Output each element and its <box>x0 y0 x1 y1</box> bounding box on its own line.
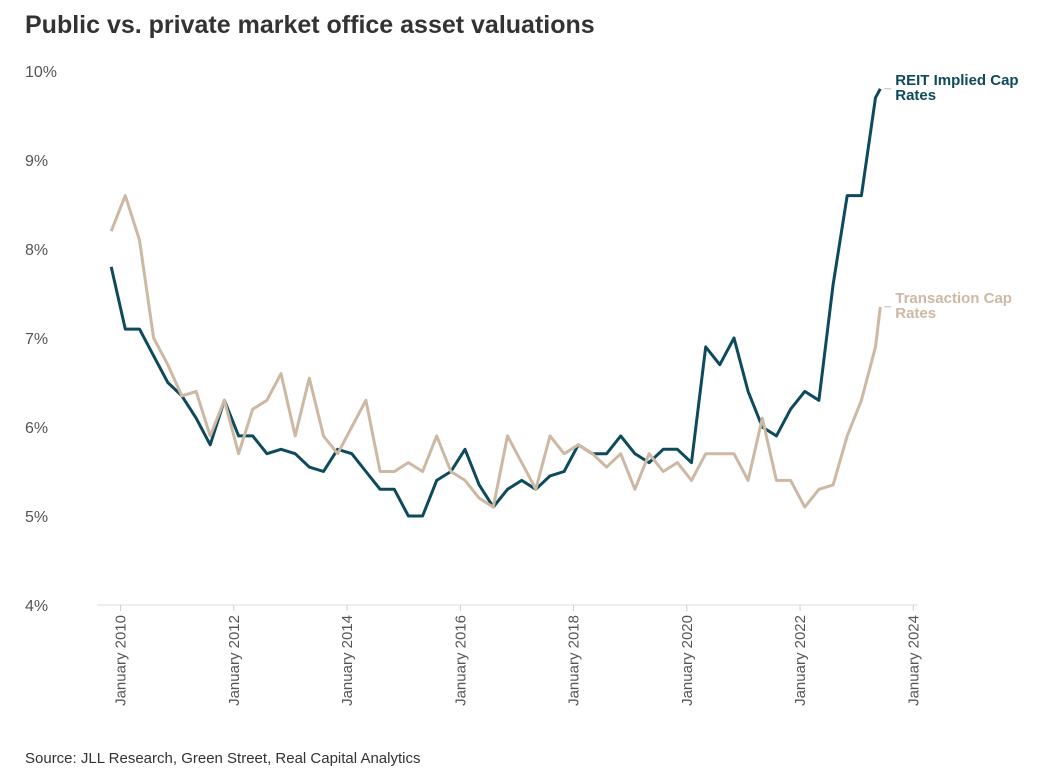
series-line <box>109 194 882 509</box>
y-tick-label: 10% <box>25 64 57 81</box>
series-label: Transaction Cap Rates <box>895 289 1012 322</box>
x-tick-label: January 2014 <box>339 615 356 706</box>
y-tick-label: 9% <box>25 153 48 170</box>
y-tick-label: 7% <box>25 331 48 348</box>
x-tick-label: January 2010 <box>113 615 130 706</box>
x-tick-label: January 2020 <box>679 615 696 706</box>
y-tick-label: 8% <box>25 242 48 259</box>
x-tick-label: January 2012 <box>226 615 243 706</box>
series-line <box>109 88 882 518</box>
y-tick-label: 4% <box>25 598 48 615</box>
source: Source: JLL Research, Green Street, Real… <box>25 750 420 767</box>
x-tick-label: January 2022 <box>792 615 809 706</box>
x-tick-label: January 2016 <box>452 615 469 706</box>
x-tick-label: January 2024 <box>905 615 922 706</box>
y-tick-label: 5% <box>25 509 48 526</box>
y-tick-label: 6% <box>25 420 48 437</box>
chart-title: Public vs. private market office asset v… <box>25 11 595 39</box>
x-tick-label: January 2018 <box>566 615 583 706</box>
series-label: REIT Implied Cap Rates <box>895 71 1019 104</box>
